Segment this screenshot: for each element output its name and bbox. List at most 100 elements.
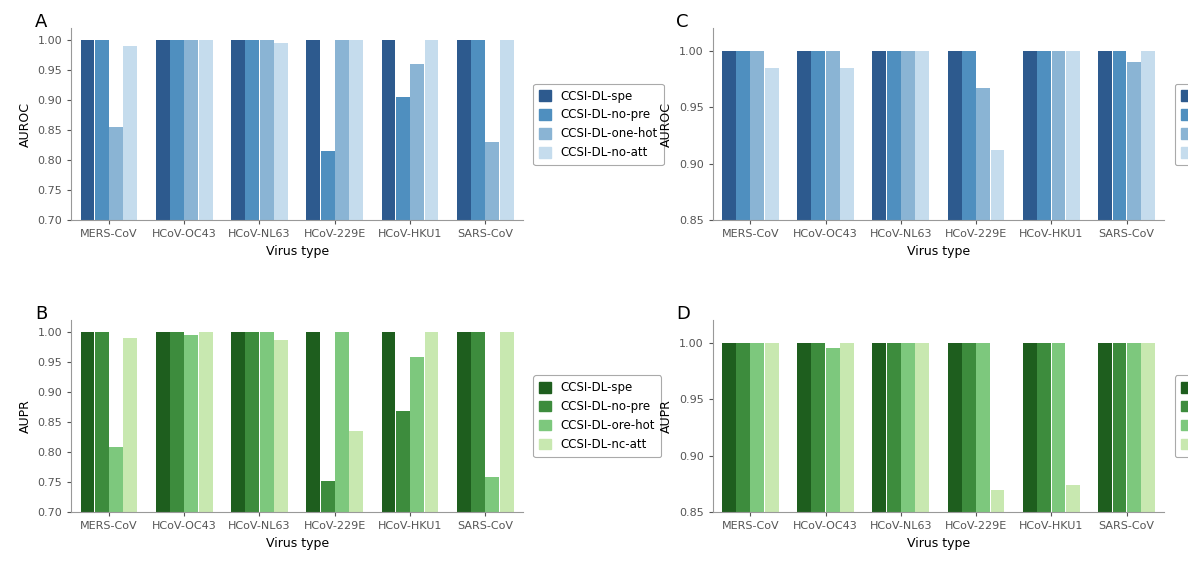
Text: B: B [36,305,48,323]
Bar [274,340,287,569]
X-axis label: Virus type: Virus type [266,245,329,258]
Bar [396,97,410,569]
Bar [156,332,170,569]
Bar [948,343,961,569]
X-axis label: Virus type: Virus type [906,537,969,550]
Bar [184,335,198,569]
Bar [977,343,990,569]
Bar [737,51,750,569]
Bar [396,411,410,569]
Bar [156,40,170,569]
Bar [124,47,138,569]
Bar [246,40,259,569]
Bar [765,68,778,569]
Bar [1142,343,1155,569]
Bar [81,332,94,569]
Bar [872,343,886,569]
Bar [424,332,438,569]
Bar [349,40,364,569]
Bar [872,51,886,569]
Bar [307,332,321,569]
Bar [109,447,124,569]
Bar [95,332,108,569]
Bar [486,142,499,569]
Bar [260,40,273,569]
Bar [381,40,396,569]
Bar [81,40,94,569]
Bar [737,343,750,569]
Bar [1023,343,1037,569]
Bar [901,51,915,569]
Text: A: A [36,13,48,31]
Bar [915,343,929,569]
Bar [840,343,854,569]
Bar [751,51,764,569]
Bar [948,51,961,569]
Bar [381,332,396,569]
Bar [321,151,335,569]
Bar [722,343,735,569]
Bar [410,64,424,569]
Bar [335,40,349,569]
Bar [826,51,840,569]
Bar [500,40,513,569]
Bar [1112,343,1126,569]
Bar [500,332,513,569]
Bar [170,332,184,569]
Bar [1066,485,1080,569]
Bar [198,332,213,569]
Bar [1037,51,1051,569]
Bar [1142,51,1155,569]
Bar [977,88,990,569]
Legend: CCSI-DL-gen, CCSI-DL-no-pre, CCSI-DL-one-hot, CCSI-DL-nc-att: CCSI-DL-gen, CCSI-DL-no-pre, CCSI-DL-one… [1175,376,1188,457]
Y-axis label: AUPR: AUPR [661,399,674,433]
Bar [886,51,901,569]
Bar [722,51,735,569]
Bar [765,343,778,569]
Legend: CCSI-DL-gen, CCSI-DL-no-pre, CCSI-DL-ore-hot, CCSI-DL-no-att: CCSI-DL-gen, CCSI-DL-no-pre, CCSI-DL-ore… [1175,84,1188,165]
Y-axis label: AUPR: AUPR [19,399,32,433]
X-axis label: Virus type: Virus type [266,537,329,550]
Bar [811,343,826,569]
Bar [457,40,470,569]
Bar [1127,63,1140,569]
Legend: CCSI-DL-spe, CCSI-DL-no-pre, CCSI-DL-one-hot, CCSI-DL-no-att: CCSI-DL-spe, CCSI-DL-no-pre, CCSI-DL-one… [533,84,664,165]
Bar [811,51,826,569]
X-axis label: Virus type: Virus type [906,245,969,258]
Bar [124,338,138,569]
Bar [1051,51,1066,569]
Bar [991,150,1004,569]
Bar [232,332,245,569]
Bar [472,40,485,569]
Bar [840,68,854,569]
Y-axis label: AUROC: AUROC [661,102,674,147]
Bar [1051,343,1066,569]
Legend: CCSI-DL-spe, CCSI-DL-no-pre, CCSI-DL-ore-hot, CCSI-DL-nc-att: CCSI-DL-spe, CCSI-DL-no-pre, CCSI-DL-ore… [533,376,661,457]
Bar [410,357,424,569]
Bar [472,332,485,569]
Bar [751,343,764,569]
Bar [457,332,470,569]
Bar [797,51,811,569]
Bar [1127,343,1140,569]
Bar [886,343,901,569]
Bar [797,343,811,569]
Bar [1098,343,1112,569]
Bar [1037,343,1051,569]
Bar [95,40,108,569]
Bar [1112,51,1126,569]
Bar [335,332,349,569]
Bar [1098,51,1112,569]
Bar [260,332,273,569]
Bar [901,343,915,569]
Bar [198,40,213,569]
Bar [486,477,499,569]
Text: C: C [676,13,689,31]
Bar [1023,51,1037,569]
Bar [349,431,364,569]
Bar [307,40,321,569]
Bar [170,40,184,569]
Bar [184,40,198,569]
Bar [424,40,438,569]
Bar [991,489,1004,569]
